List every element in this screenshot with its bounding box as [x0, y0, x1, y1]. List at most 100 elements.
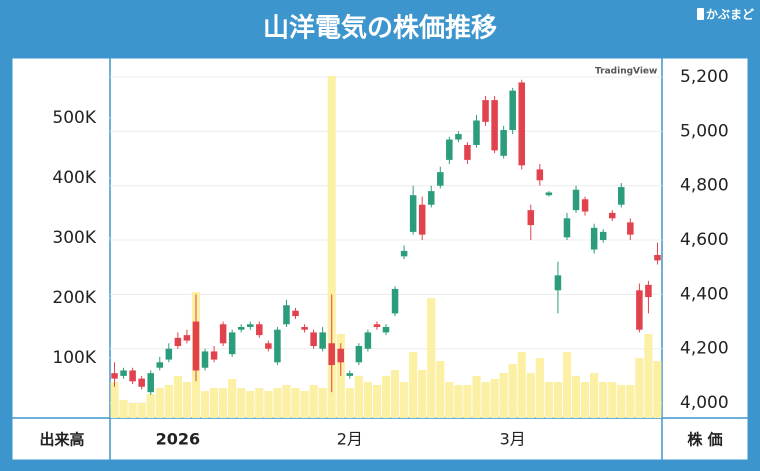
volume-bar — [119, 400, 128, 418]
volume-bar — [182, 382, 191, 418]
volume-axis-label: 出来高 — [39, 431, 84, 449]
volume-bar — [354, 376, 363, 418]
volume-tick-label: 300K — [52, 228, 96, 248]
candle-body — [319, 332, 326, 349]
candle-body — [247, 324, 254, 327]
volume-bar — [571, 376, 581, 418]
volume-bar — [110, 382, 119, 418]
volume-bar — [155, 388, 164, 418]
candle-body — [156, 362, 164, 368]
candle-body — [391, 288, 399, 314]
volume-bar — [282, 385, 291, 418]
volume-bar — [436, 361, 445, 418]
volume-bar — [318, 388, 327, 418]
volume-bar — [653, 361, 662, 418]
candle-body — [572, 189, 580, 211]
volume-bar — [490, 379, 499, 418]
candle-body — [491, 100, 498, 151]
volume-bar — [481, 382, 490, 418]
volume-tick-label: 100K — [52, 348, 96, 368]
volume-tick-label: 500K — [52, 108, 96, 128]
y-tick-label: 4,200 — [680, 339, 729, 359]
volume-bar — [255, 388, 264, 418]
candle-body — [192, 321, 200, 371]
candle-body — [400, 250, 408, 257]
volume-bar — [517, 352, 526, 418]
candle-body — [554, 275, 562, 291]
volume-bar — [345, 388, 354, 418]
candle-body — [545, 192, 553, 196]
volume-bar — [400, 382, 409, 418]
candle-body — [527, 210, 535, 226]
candle-body — [645, 284, 652, 298]
candle-body — [373, 324, 381, 327]
volume-bar — [635, 358, 644, 418]
candle-body — [228, 332, 236, 355]
candle-body — [274, 329, 281, 363]
candle-body — [627, 222, 634, 235]
volume-bar — [644, 334, 653, 418]
candle-body — [364, 332, 372, 349]
volume-bar — [146, 394, 155, 418]
candle-body — [283, 305, 290, 325]
volume-bar — [463, 385, 472, 418]
y-tick-label: 4,400 — [680, 284, 729, 304]
volume-bar — [454, 385, 463, 418]
candle-body — [201, 351, 209, 368]
candle-body — [418, 204, 426, 235]
volume-bar — [273, 388, 282, 418]
candle-body — [599, 231, 607, 241]
volume-bar — [544, 382, 553, 418]
candle-body — [310, 332, 317, 346]
volume-bar — [173, 376, 182, 418]
page-title: 山洋電気の株価推移 — [263, 13, 497, 44]
volume-bar — [499, 373, 508, 418]
candle-body — [346, 373, 354, 376]
candle-body — [210, 351, 218, 360]
candle-body — [409, 195, 417, 232]
candle-body — [427, 191, 435, 205]
volume-bar — [526, 373, 535, 418]
volume-bar — [535, 358, 544, 418]
candle-body — [581, 199, 589, 212]
logo-icon — [697, 8, 704, 20]
volume-bar — [381, 376, 391, 418]
volume-tick-label: 200K — [52, 288, 96, 308]
logo: かぶまど — [706, 8, 754, 22]
candle-body — [536, 169, 544, 181]
volume-bar — [372, 385, 382, 418]
candle-body — [138, 378, 145, 387]
volume-bar — [418, 370, 427, 418]
volume-bar — [562, 352, 572, 418]
volume-bar — [363, 382, 372, 418]
candle-body — [590, 227, 598, 250]
candle-body — [654, 254, 661, 261]
y-tick-label: 5,000 — [680, 121, 729, 141]
volume-bar — [228, 379, 237, 418]
candle-body — [382, 326, 390, 333]
candle-body — [518, 82, 525, 166]
candle-body — [636, 290, 643, 330]
candle-body — [219, 324, 227, 344]
volume-bar — [553, 382, 563, 418]
y-tick-label: 5,200 — [680, 67, 729, 87]
candle-body — [455, 134, 462, 140]
candle-body — [165, 348, 173, 360]
volume-bar — [246, 391, 255, 418]
candle-body — [473, 120, 480, 145]
volume-bar — [237, 388, 246, 418]
candle-body — [464, 144, 471, 160]
candle-body — [265, 343, 272, 349]
x-tick-label: 3月 — [500, 430, 526, 449]
volume-bar — [472, 376, 481, 418]
candle-body — [129, 370, 136, 382]
candle-body — [437, 172, 444, 186]
y-tick-label: 4,000 — [680, 393, 729, 413]
y-tick-label: 4,600 — [680, 230, 729, 250]
volume-bar — [626, 385, 635, 418]
price-axis-label: 株 価 — [687, 431, 722, 449]
volume-bar — [309, 385, 318, 418]
y-tick-label: 4,800 — [680, 176, 729, 196]
candle-body — [120, 370, 127, 376]
